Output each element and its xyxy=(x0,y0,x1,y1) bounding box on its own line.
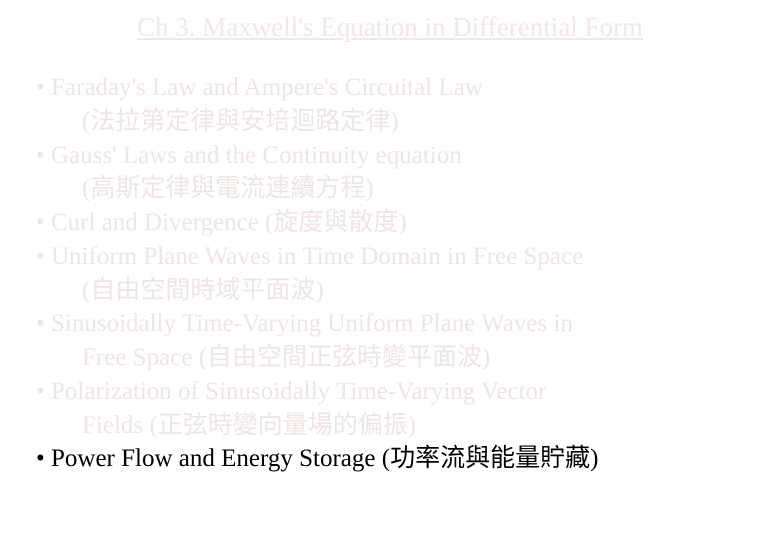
slide-title: Ch 3. Maxwell's Equation in Differential… xyxy=(36,12,744,43)
topic-item: • Uniform Plane Waves in Time Domain in … xyxy=(36,240,744,274)
topic-subtext: Fields (正弦時變向量場的偏振) xyxy=(36,409,744,443)
topic-subtext: Free Space (自由空間正弦時變平面波) xyxy=(36,341,744,375)
topic-item: • Gauss' Laws and the Continuity equatio… xyxy=(36,139,744,173)
topic-item: • Faraday's Law and Ampere's Circuital L… xyxy=(36,71,744,105)
topic-item: • Curl and Divergence (旋度與散度) xyxy=(36,206,744,240)
topic-list: • Faraday's Law and Ampere's Circuital L… xyxy=(36,71,744,476)
topic-subtext: (自由空間時域平面波) xyxy=(36,274,744,308)
topic-subtext: (高斯定律與電流連續方程) xyxy=(36,172,744,206)
topic-item: • Sinusoidally Time-Varying Uniform Plan… xyxy=(36,307,744,341)
topic-item-active: • Power Flow and Energy Storage (功率流與能量貯… xyxy=(36,442,744,476)
topic-subtext: (法拉第定律與安培迴路定律) xyxy=(36,105,744,139)
topic-item: • Polarization of Sinusoidally Time-Vary… xyxy=(36,375,744,409)
